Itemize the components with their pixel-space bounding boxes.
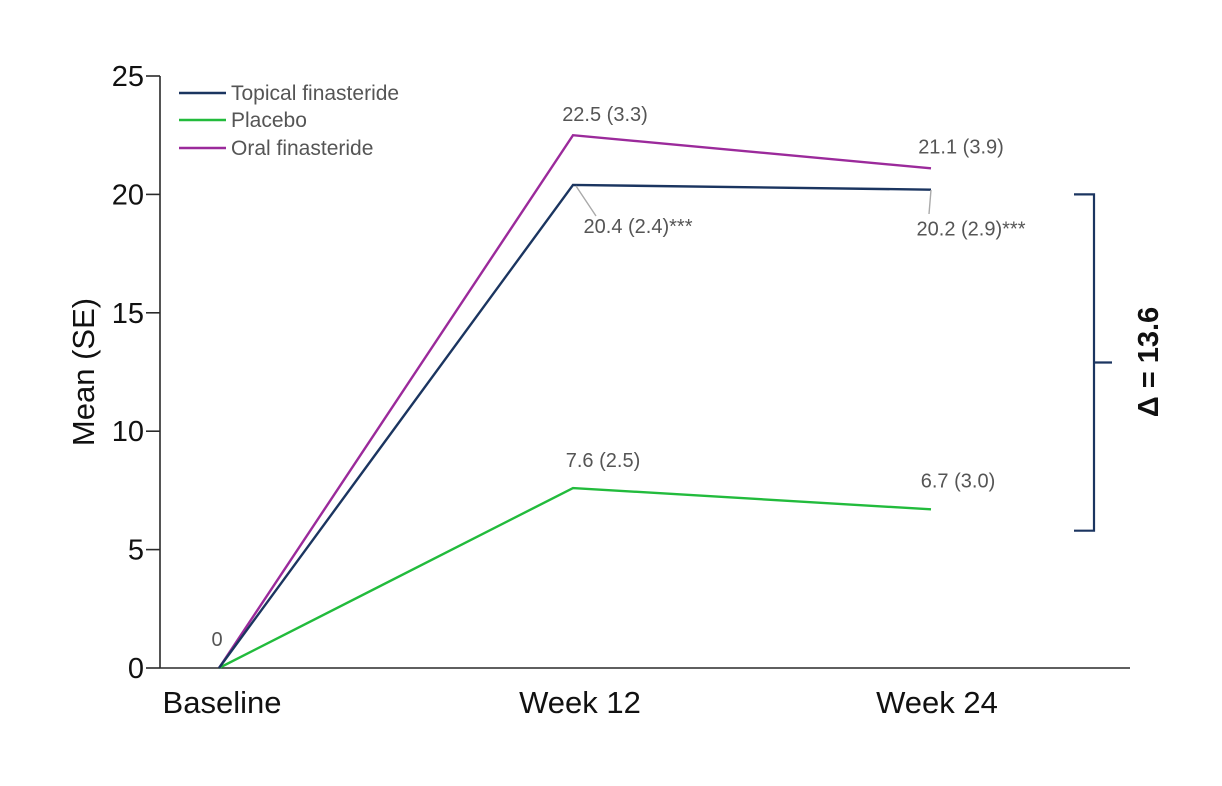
data-label: 20.4 (2.4)*** — [584, 216, 693, 238]
y-axis: 0 5 10 15 20 25 — [112, 61, 161, 685]
y-tick-label: 20 — [112, 179, 144, 211]
delta-bracket — [1074, 193, 1112, 532]
label-leader-lines — [575, 185, 932, 217]
y-ticks: 0 5 10 15 20 25 — [112, 61, 160, 685]
data-labels: 0 20.4 (2.4)*** 20.2 (2.9)*** 7.6 (2.5) 6.7 … — [211, 104, 1025, 651]
label-leader — [575, 185, 597, 217]
series-lines — [218, 133, 932, 670]
delta-annotation: Δ = 13.6 — [1074, 193, 1165, 532]
data-label: 7.6 (2.5) — [566, 450, 640, 472]
y-tick-label: 10 — [112, 416, 144, 448]
y-tick-label: 0 — [128, 653, 144, 685]
x-tick-label: Week 12 — [519, 685, 641, 720]
series-line-placebo — [218, 486, 932, 670]
label-leader — [928, 189, 932, 215]
legend-label: Oral finasteride — [231, 137, 373, 160]
series-line-topical-finasteride — [218, 183, 932, 669]
x-tick-label: Baseline — [163, 685, 282, 720]
x-tick-label: Week 24 — [876, 685, 998, 720]
data-label: 21.1 (3.9) — [918, 136, 1004, 158]
legend: Topical finasteride Placebo Oral finasteri… — [179, 82, 399, 160]
data-label: 6.7 (3.0) — [921, 470, 995, 492]
y-tick-label: 15 — [112, 298, 144, 330]
x-axis: Baseline Week 12 Week 24 — [160, 667, 1130, 720]
delta-label: Δ = 13.6 — [1133, 307, 1165, 417]
data-label: 22.5 (3.3) — [562, 104, 648, 126]
data-label: 0 — [211, 629, 222, 651]
y-axis-label: Mean (SE) — [66, 298, 101, 446]
legend-label: Placebo — [231, 109, 307, 132]
y-tick-label: 5 — [128, 535, 144, 567]
x-tick-labels: Baseline Week 12 Week 24 — [163, 685, 998, 720]
data-label: 20.2 (2.9)*** — [917, 219, 1026, 241]
y-tick-label: 25 — [112, 61, 144, 93]
series-line-oral-finasteride — [218, 133, 932, 669]
legend-label: Topical finasteride — [231, 82, 399, 105]
